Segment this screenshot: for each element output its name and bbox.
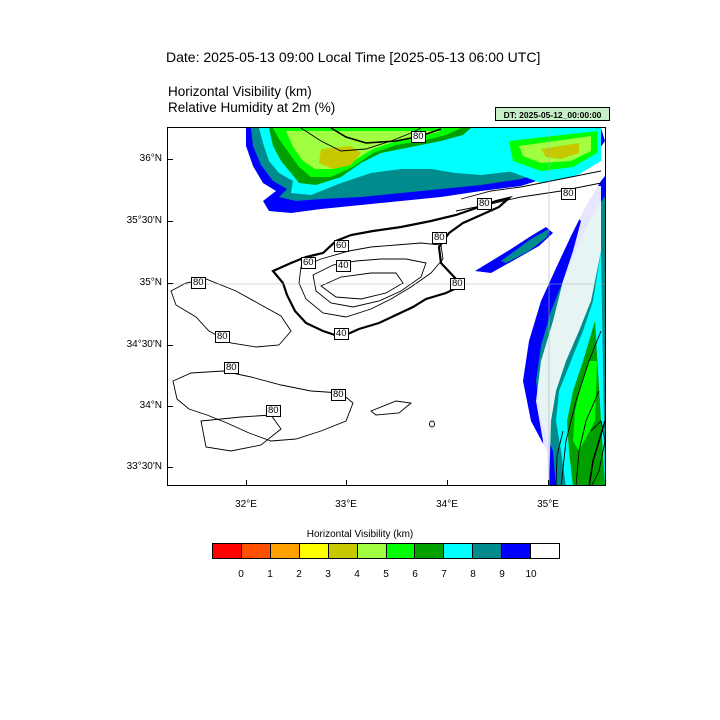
legend-swatch	[473, 544, 503, 558]
legend-swatch	[444, 544, 474, 558]
variable-title-visibility: Horizontal Visibility (km)	[168, 84, 312, 99]
lat-tick	[167, 283, 173, 284]
legend-tick-label: 0	[238, 569, 244, 580]
legend-swatch	[357, 544, 387, 558]
contour-label: 80	[450, 278, 465, 290]
lon-label: 32°E	[235, 499, 257, 510]
contour-label: 80	[432, 232, 447, 244]
legend-tick-label: 6	[412, 569, 418, 580]
lat-label: 34°N	[139, 400, 162, 411]
contour-label: 80	[191, 277, 206, 289]
legend-swatch	[386, 544, 416, 558]
vis-band-north-3km	[319, 146, 361, 169]
legend-colorbar	[212, 543, 560, 559]
legend-swatch	[241, 544, 271, 558]
lat-tick	[167, 159, 173, 160]
vis-band-east-5km	[573, 361, 597, 451]
legend-swatch	[415, 544, 445, 558]
lat-label: 33°30'N	[126, 461, 162, 472]
legend-swatch	[328, 544, 358, 558]
lat-tick	[167, 345, 173, 346]
contour-label: 80	[224, 362, 239, 374]
legend-swatch	[270, 544, 300, 558]
lon-label: 34°E	[436, 499, 458, 510]
contour-label: 40	[336, 260, 351, 272]
map-plot	[168, 128, 605, 485]
legend-tick-label: 2	[296, 569, 302, 580]
lon-tick	[246, 480, 247, 486]
contour-label: 80	[561, 188, 576, 200]
legend-tick-label: 4	[354, 569, 360, 580]
legend-tick-label: 1	[267, 569, 273, 580]
dt-badge: DT: 2025-05-12_00:00:00	[495, 107, 610, 121]
legend-title: Horizontal Visibility (km)	[306, 529, 414, 540]
contour-label: 60	[334, 240, 349, 252]
legend-swatch	[531, 544, 560, 558]
map-frame: 80 80 80 60 80 60 40 80 80 80 80 80 40 8…	[167, 127, 606, 486]
contour-label: 40	[334, 328, 349, 340]
legend-tick-label: 5	[383, 569, 389, 580]
graticule	[168, 128, 605, 485]
vis-band-east-fragment-2	[501, 229, 549, 263]
clear-zone-east	[536, 186, 601, 485]
vis-band-ne-4km	[541, 143, 579, 159]
lat-label: 36°N	[139, 153, 162, 164]
legend-swatch	[299, 544, 329, 558]
date-title: Date: 2025-05-13 09:00 Local Time [2025-…	[166, 49, 541, 65]
legend-tick-label: 3	[325, 569, 331, 580]
legend-tick-label: 7	[441, 569, 447, 580]
lon-tick	[447, 480, 448, 486]
lat-tick	[167, 467, 173, 468]
legend-swatch	[213, 544, 242, 558]
lon-label: 35°E	[537, 499, 559, 510]
legend-swatch	[502, 544, 532, 558]
contour-label: 80	[477, 198, 492, 210]
visibility-fill-north	[246, 128, 605, 213]
lon-tick	[548, 480, 549, 486]
lat-label: 35°N	[139, 277, 162, 288]
legend-tick-label: 8	[470, 569, 476, 580]
variable-title-humidity: Relative Humidity at 2m (%)	[168, 100, 336, 115]
contour-label: 80	[411, 131, 426, 143]
legend-tick-label: 9	[499, 569, 505, 580]
contour-label: 80	[215, 331, 230, 343]
lon-tick	[346, 480, 347, 486]
lat-label: 34°30'N	[126, 339, 162, 350]
lat-label: 35°30'N	[126, 215, 162, 226]
contour-label: 80	[331, 389, 346, 401]
legend-tick-label: 10	[525, 569, 537, 580]
lon-label: 33°E	[335, 499, 357, 510]
contour-label: 80	[266, 405, 281, 417]
lat-tick	[167, 406, 173, 407]
contour-label: 60	[301, 257, 316, 269]
lat-tick	[167, 221, 173, 222]
